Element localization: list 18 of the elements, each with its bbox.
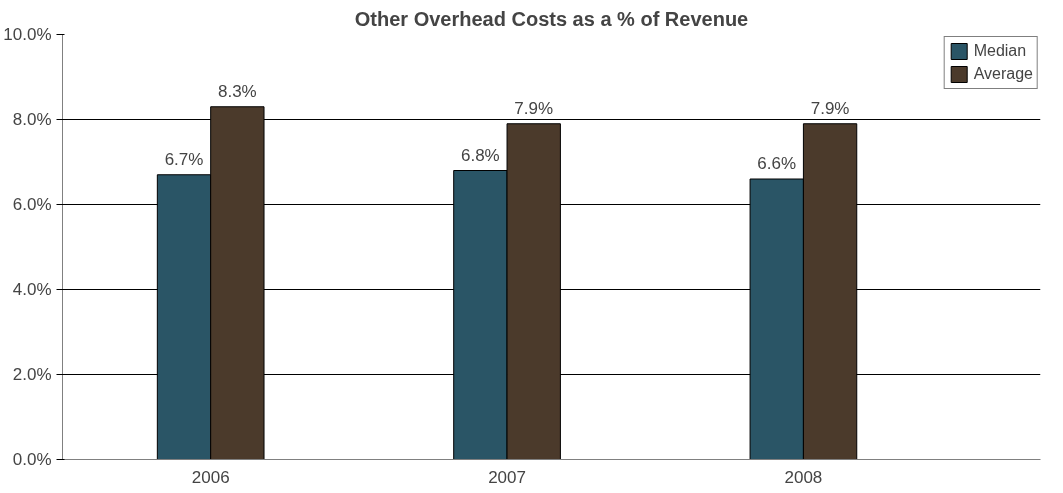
x-tick-label: 2007 <box>488 467 526 487</box>
data-label: 6.8% <box>461 145 500 165</box>
legend-label: Median <box>973 42 1027 60</box>
data-label: 6.7% <box>164 149 204 169</box>
x-tick-label: 2008 <box>784 467 823 487</box>
data-label: 6.6% <box>757 154 797 173</box>
chart-title: Other Overhead Costs as a % of Revenue <box>354 7 749 30</box>
data-label: 7.9% <box>514 98 554 118</box>
y-tick-label: 2.0% <box>12 365 52 384</box>
x-tick-label: 2006 <box>191 467 230 487</box>
y-tick-label: 10.0% <box>3 25 52 44</box>
y-tick-label: 8.0% <box>12 110 52 129</box>
data-label: 7.9% <box>810 98 850 118</box>
y-tick-label: 4.0% <box>12 280 52 299</box>
data-label: 8.3% <box>217 81 257 101</box>
y-tick-label: 0.0% <box>12 450 52 469</box>
y-tick-label: 6.0% <box>12 195 52 214</box>
legend-label: Average <box>973 65 1033 83</box>
